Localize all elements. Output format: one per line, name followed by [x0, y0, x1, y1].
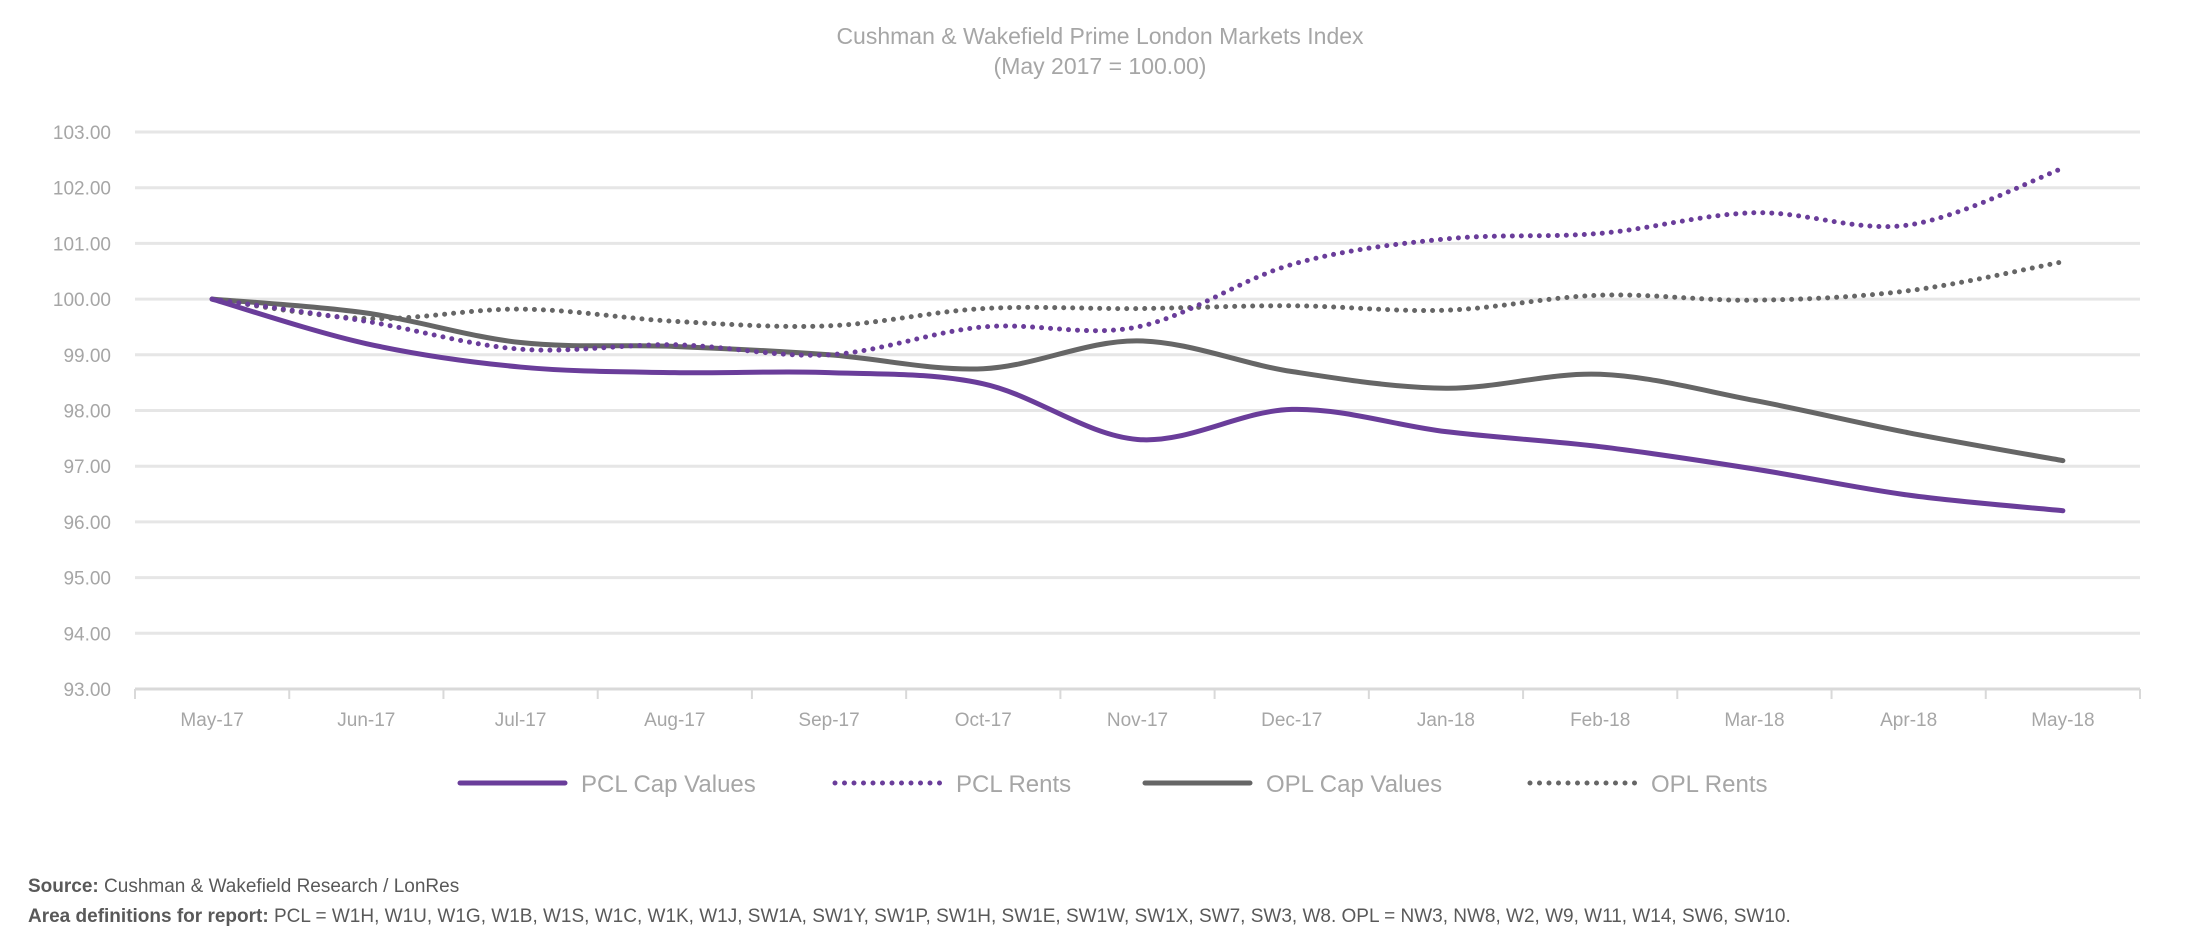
series-lines — [209, 165, 2066, 514]
x-tick-label: Mar-18 — [1724, 710, 1784, 731]
series-line-opl-cap-values — [209, 296, 2066, 464]
x-tick-label: Jan-18 — [1417, 710, 1475, 731]
line-chart: Cushman & Wakefield Prime London Markets… — [53, 23, 2141, 798]
y-tick-label: 101.00 — [53, 234, 111, 255]
x-tick-label: Nov-17 — [1107, 710, 1168, 731]
source-text: Cushman & Wakefield Research / LonRes — [98, 876, 460, 897]
y-tick-label: 103.00 — [53, 123, 111, 144]
x-tick-label: Jun-17 — [337, 710, 395, 731]
chart-subtitle: (May 2017 = 100.00) — [994, 53, 1207, 79]
x-tick-label: May-18 — [2031, 710, 2094, 731]
y-tick-label: 102.00 — [53, 179, 111, 200]
y-tick-label: 99.00 — [63, 346, 111, 367]
gridlines — [135, 130, 2140, 691]
legend-label: PCL Rents — [956, 771, 1071, 798]
legend-label: OPL Cap Values — [1266, 771, 1442, 798]
area-definitions: Area definitions for report: PCL = W1H, … — [28, 906, 1791, 928]
x-tick-label: Oct-17 — [955, 710, 1012, 731]
source-note: Source: Cushman & Wakefield Research / L… — [28, 876, 459, 898]
area-definitions-label: Area definitions for report: — [28, 906, 269, 927]
x-axis: May-17 Jun-17 Jul-17 Aug-17 Sep-17 Oct-17 Nov-… — [134, 689, 2141, 731]
series-line-pcl-cap-values — [209, 296, 2066, 514]
legend-label: PCL Cap Values — [581, 771, 756, 798]
y-tick-label: 97.00 — [63, 457, 111, 478]
source-label: Source: — [28, 876, 99, 897]
y-tick-label: 94.00 — [63, 624, 111, 645]
y-tick-label: 96.00 — [63, 513, 111, 534]
y-tick-label: 98.00 — [63, 402, 111, 423]
y-tick-label: 100.00 — [53, 290, 111, 311]
series-line-pcl-rents — [209, 165, 2066, 358]
x-tick-label: Dec-17 — [1261, 710, 1322, 731]
area-definitions-text: PCL = W1H, W1U, W1G, W1B, W1S, W1C, W1K,… — [268, 906, 1791, 927]
x-tick-label: Jul-17 — [495, 710, 547, 731]
x-tick-label: Feb-18 — [1570, 710, 1630, 731]
legend: PCL Cap Values PCL Rents OPL Cap Values OPL… — [457, 771, 1768, 798]
chart-title: Cushman & Wakefield Prime London Markets… — [836, 23, 1364, 49]
legend-label: OPL Rents — [1651, 771, 1768, 798]
x-tick-label: Apr-18 — [1880, 710, 1937, 731]
y-tick-label: 95.00 — [63, 569, 111, 590]
x-tick-label: Aug-17 — [644, 710, 705, 731]
series-line-opl-rents — [209, 259, 2066, 329]
x-tick-label: May-17 — [180, 710, 243, 731]
y-axis: 93.00 94.00 95.00 96.00 97.00 98.00 99.00 100.0… — [53, 123, 111, 701]
x-tick-label: Sep-17 — [798, 710, 859, 731]
y-tick-label: 93.00 — [63, 680, 111, 701]
